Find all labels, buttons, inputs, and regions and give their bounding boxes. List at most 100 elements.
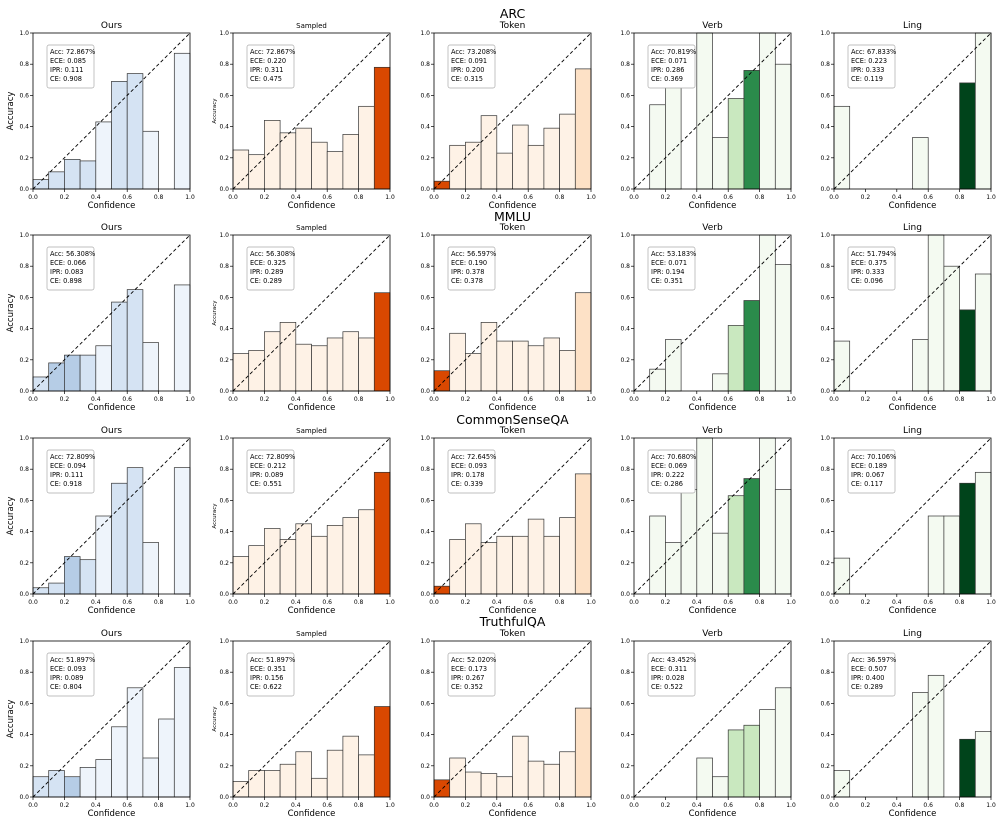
diagonal-reference-line <box>32 234 191 392</box>
bar <box>959 82 976 190</box>
panel-title: Ling <box>903 223 922 233</box>
x-axis-label: Confidence <box>489 606 537 616</box>
x-axis-label: Confidence <box>689 809 737 819</box>
y-tick-label: 0.2 <box>820 155 830 162</box>
panel-title: Verb <box>702 223 723 233</box>
bar <box>649 515 666 595</box>
y-tick-label: 0.4 <box>219 529 229 536</box>
x-tick-label: 0.2 <box>260 194 270 201</box>
x-tick-label: 0.8 <box>755 396 765 403</box>
axes-frame <box>32 640 191 798</box>
y-tick-label: 0.4 <box>820 124 830 131</box>
y-tick-label: 0.8 <box>19 61 29 68</box>
panel-title: Verb <box>702 426 723 436</box>
panel-title: Ling <box>903 629 922 639</box>
stats-line: CE: 0.286 <box>651 480 683 488</box>
bar <box>32 179 50 190</box>
x-axis-label: Confidence <box>88 606 136 616</box>
y-tick-label: 1.0 <box>620 30 630 37</box>
stats-line: Acc: 72.867% <box>50 48 95 56</box>
axes-frame <box>833 234 992 392</box>
bar <box>833 557 851 595</box>
y-tick-label: 0.6 <box>420 92 430 99</box>
bar <box>433 370 451 392</box>
x-tick-label: 0.0 <box>429 599 439 606</box>
y-tick-label: 0.2 <box>19 763 29 770</box>
panel-title: Ours <box>101 223 122 233</box>
y-tick-label: 0.0 <box>620 591 630 598</box>
stats-line: Acc: 51.897% <box>50 656 95 664</box>
bar <box>527 518 545 595</box>
x-tick-label: 1.0 <box>385 194 395 201</box>
y-tick-label: 0.4 <box>820 732 830 739</box>
x-tick-label: 0.8 <box>354 802 364 809</box>
stats-line: IPR: 0.083 <box>50 268 84 276</box>
y-tick-label: 1.0 <box>820 232 830 239</box>
bar <box>449 539 466 595</box>
panel-title: Verb <box>702 21 723 31</box>
bar <box>32 587 50 595</box>
bar <box>48 770 65 798</box>
x-tick-label: 0.6 <box>523 194 533 201</box>
bar <box>173 667 191 798</box>
axes-frame <box>32 234 191 392</box>
y-tick-label: 0.2 <box>820 357 830 364</box>
x-tick-label: 0.0 <box>228 599 238 606</box>
x-tick-label: 0.4 <box>492 802 502 809</box>
x-tick-label: 0.4 <box>892 194 902 201</box>
bar <box>126 289 144 392</box>
x-axis-label: Confidence <box>689 403 737 413</box>
stats-line: IPR: 0.194 <box>651 268 685 276</box>
x-tick-label: 0.4 <box>291 396 301 403</box>
bar <box>496 152 513 190</box>
bar <box>342 517 359 595</box>
bar <box>79 767 97 798</box>
x-tick-label: 0.0 <box>228 802 238 809</box>
stats-line: CE: 0.908 <box>50 75 82 83</box>
stats-box <box>847 652 896 697</box>
stats-line: ECE: 0.093 <box>451 462 487 470</box>
stats-line: Acc: 72.809% <box>50 453 95 461</box>
bar <box>480 542 498 595</box>
y-axis-label: Accuracy <box>212 503 218 529</box>
x-tick-label: 0.0 <box>829 802 839 809</box>
stats-line: CE: 0.918 <box>50 480 82 488</box>
bar <box>32 776 50 798</box>
y-axis-label: Accuracy <box>6 294 16 333</box>
y-tick-label: 0.4 <box>620 529 630 536</box>
y-tick-label: 0.0 <box>219 591 229 598</box>
axes-frame <box>232 32 391 190</box>
panel-mmlu-verb: 0.00.0 0.2 0.2 0.4 0.4 0.6 0.6 0.8 0.8 1.0 1.0 Verb… <box>620 223 795 413</box>
panel-arc-token: 0.00.0 0.2 0.2 0.4 0.4 0.6 0.6 0.8 0.8 1.0 1.0 Toke… <box>420 21 595 211</box>
x-tick-label: 1.0 <box>786 194 796 201</box>
bar <box>912 692 929 798</box>
y-tick-label: 0.4 <box>219 732 229 739</box>
axes-frame <box>32 437 191 595</box>
bar <box>649 104 666 190</box>
dataset-title-mmlu: MMLU <box>494 209 531 224</box>
y-tick-label: 0.4 <box>420 529 430 536</box>
stats-box <box>447 449 496 494</box>
x-tick-label: 0.4 <box>91 599 101 606</box>
y-axis-label: Accuracy <box>212 98 218 124</box>
bar <box>712 137 729 190</box>
panel-truthfulqa-ling: 0.00.0 0.2 0.2 0.4 0.4 0.6 0.6 0.8 0.8 1.0 1.0 Ling… <box>820 629 995 819</box>
stats-line: IPR: 0.378 <box>451 268 485 276</box>
panel-commonsenseqa-ling: 0.00.0 0.2 0.2 0.4 0.4 0.6 0.6 0.8 0.8 1.0 1.0 Ling… <box>820 426 995 616</box>
axes-frame <box>433 32 592 190</box>
y-tick-label: 0.0 <box>19 388 29 395</box>
x-tick-label: 0.2 <box>661 802 671 809</box>
stats-line: IPR: 0.333 <box>851 268 885 276</box>
stats-line: IPR: 0.289 <box>250 268 284 276</box>
panel-title: Ours <box>101 629 122 639</box>
bar <box>774 63 792 190</box>
x-axis-label: Confidence <box>288 809 336 819</box>
stats-line: CE: 0.378 <box>451 277 483 285</box>
y-tick-label: 0.4 <box>820 529 830 536</box>
x-tick-label: 0.2 <box>60 599 70 606</box>
y-tick-label: 0.0 <box>820 186 830 193</box>
stats-line: IPR: 0.067 <box>851 471 885 479</box>
y-tick-label: 0.6 <box>620 294 630 301</box>
x-tick-label: 1.0 <box>385 802 395 809</box>
